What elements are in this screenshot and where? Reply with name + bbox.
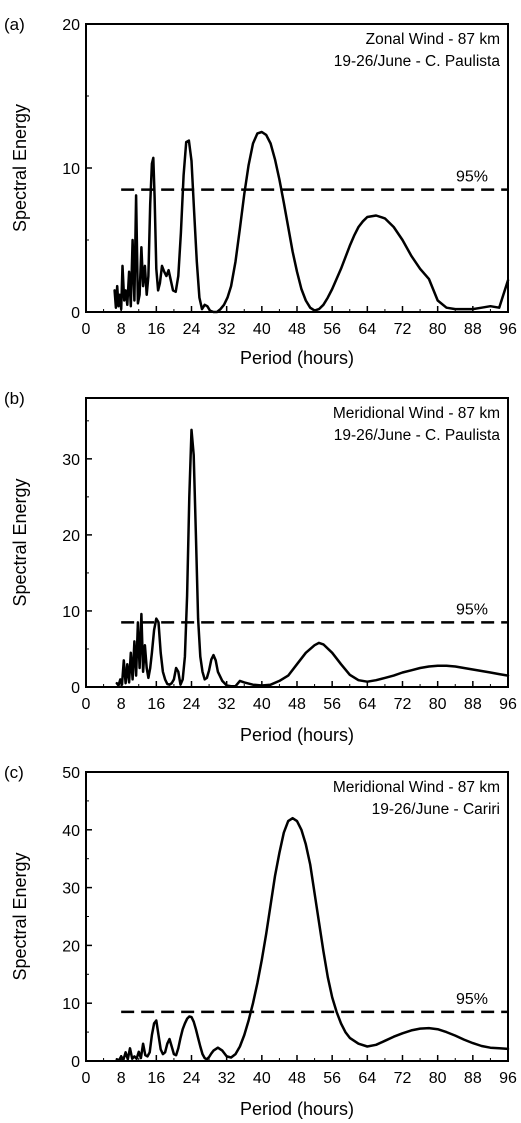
x-tick-label: 96 — [499, 1070, 517, 1087]
panel-label: (b) — [4, 389, 25, 408]
x-tick-label: 24 — [183, 1070, 201, 1087]
x-tick-label: 80 — [429, 696, 447, 713]
series-line — [115, 428, 510, 688]
y-axis-label: Spectral Energy — [10, 104, 30, 232]
x-tick-label: 8 — [117, 321, 126, 338]
x-tick-label: 0 — [82, 321, 91, 338]
chart-panel-3: (c) 0 8 16 24 32 40 48 56 64 72 80 88 96 0 10 20 30 40 50 Pe… — [4, 763, 517, 1119]
annotation-line: 19-26/June - C. Paulista — [334, 427, 501, 444]
chart-panel-2: (b) 0 8 16 24 32 40 48 56 64 72 80 88 96 0 10 20 30 Period… — [4, 389, 517, 745]
x-tick-label: 32 — [218, 696, 236, 713]
x-tick-label: 24 — [183, 321, 201, 338]
x-tick-label: 16 — [147, 696, 165, 713]
x-axis-label: Period (hours) — [240, 1099, 354, 1119]
panel-label: (a) — [4, 15, 25, 34]
x-tick-label: 64 — [358, 696, 376, 713]
x-tick-label: 40 — [253, 321, 271, 338]
x-tick-label: 96 — [499, 696, 517, 713]
x-tick-label: 88 — [464, 696, 482, 713]
x-tick-label: 40 — [253, 696, 271, 713]
x-tick-label: 40 — [253, 1070, 271, 1087]
y-tick-label: 30 — [62, 452, 80, 469]
annotation-line: 19-26/June - Cariri — [372, 801, 500, 818]
series-line — [113, 130, 510, 314]
annotation-line: Meridional Wind - 87 km — [333, 779, 500, 796]
threshold-label: 95% — [456, 601, 488, 618]
series-line — [115, 816, 510, 1062]
chart-panel-1: (a) 0 8 16 24 32 40 48 56 64 72 80 88 96 0 10 20 Period (… — [4, 15, 517, 368]
x-tick-label: 32 — [218, 321, 236, 338]
y-tick-label: 40 — [62, 823, 80, 840]
y-tick-label: 20 — [62, 17, 80, 34]
x-tick-label: 56 — [323, 1070, 341, 1087]
annotation-line: Zonal Wind - 87 km — [366, 31, 500, 48]
x-tick-label: 72 — [394, 696, 412, 713]
x-tick-label: 56 — [323, 321, 341, 338]
x-tick-label: 16 — [147, 321, 165, 338]
x-tick-label: 0 — [82, 1070, 91, 1087]
x-tick-label: 24 — [183, 696, 201, 713]
x-tick-label: 48 — [288, 1070, 306, 1087]
y-tick-label: 20 — [62, 938, 80, 955]
x-axis-label: Period (hours) — [240, 348, 354, 368]
y-tick-label: 0 — [71, 1054, 80, 1071]
x-tick-label: 8 — [117, 696, 126, 713]
x-tick-label: 48 — [288, 696, 306, 713]
y-tick-label: 10 — [62, 996, 80, 1013]
x-tick-label: 8 — [117, 1070, 126, 1087]
threshold-label: 95% — [456, 169, 488, 186]
y-axis-label: Spectral Energy — [10, 852, 30, 980]
x-tick-label: 64 — [358, 1070, 376, 1087]
x-tick-label: 0 — [82, 696, 91, 713]
x-tick-label: 88 — [464, 321, 482, 338]
x-tick-label: 64 — [358, 321, 376, 338]
y-tick-label: 0 — [71, 305, 80, 322]
y-tick-label: 50 — [62, 765, 80, 782]
annotation-line: 19-26/June - C. Paulista — [334, 53, 501, 70]
x-tick-label: 32 — [218, 1070, 236, 1087]
y-tick-label: 0 — [71, 680, 80, 697]
x-tick-label: 72 — [394, 321, 412, 338]
y-tick-label: 20 — [62, 528, 80, 545]
y-tick-label: 30 — [62, 881, 80, 898]
y-tick-label: 10 — [62, 604, 80, 621]
panel-label: (c) — [4, 763, 24, 782]
x-tick-label: 48 — [288, 321, 306, 338]
x-tick-label: 96 — [499, 321, 517, 338]
y-axis-label: Spectral Energy — [10, 478, 30, 606]
threshold-label: 95% — [456, 991, 488, 1008]
y-tick-label: 10 — [62, 161, 80, 178]
x-tick-label: 88 — [464, 1070, 482, 1087]
x-tick-label: 16 — [147, 1070, 165, 1087]
x-axis-label: Period (hours) — [240, 725, 354, 745]
x-tick-label: 80 — [429, 1070, 447, 1087]
x-tick-label: 80 — [429, 321, 447, 338]
x-tick-label: 72 — [394, 1070, 412, 1087]
annotation-line: Meridional Wind - 87 km — [333, 405, 500, 422]
x-tick-label: 56 — [323, 696, 341, 713]
